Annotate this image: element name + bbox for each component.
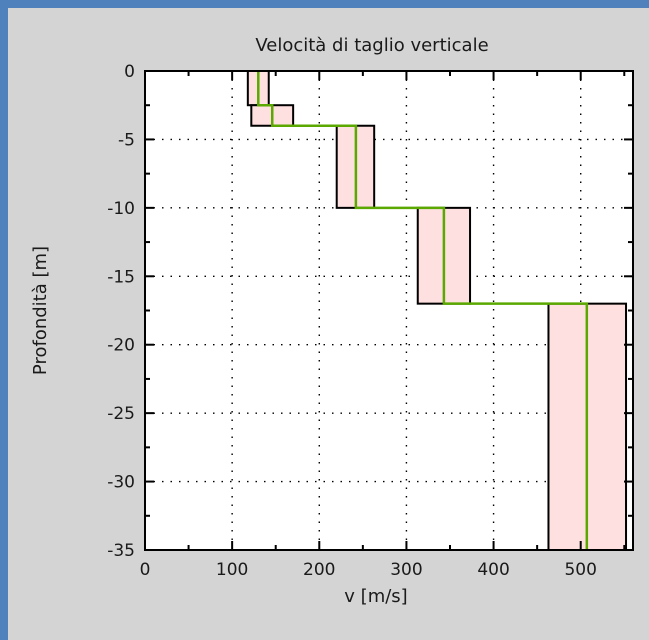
- velocity-profile-chart: 0 100 200 300 400 500 0 -5 -10 -15 -20 -25 -30 -35 Ve…: [30, 35, 634, 607]
- y-tick-label: -15: [107, 267, 135, 287]
- x-tick-label: 400: [477, 560, 509, 580]
- mean-velocity-line: [257, 71, 589, 550]
- y-tick-label: 0: [124, 62, 135, 82]
- axis-ticks: 0 100 200 300 400 500 0 -5 -10 -15 -20 -25 -30 -35: [107, 62, 633, 580]
- y-tick-label: -25: [107, 404, 135, 424]
- x-tick-label: 0: [140, 560, 151, 580]
- y-tick-label: -20: [107, 336, 135, 356]
- x-tick-label: 200: [303, 560, 335, 580]
- x-tick-label: 100: [216, 560, 248, 580]
- y-tick-label: -10: [107, 199, 135, 219]
- y-axis-title: Profondità [m]: [30, 246, 51, 375]
- chart-frame: 0 100 200 300 400 500 0 -5 -10 -15 -20 -25 -30 -35 Ve…: [8, 8, 649, 640]
- chart-title: Velocità di taglio verticale: [255, 35, 488, 56]
- y-tick-label: -30: [107, 473, 135, 493]
- x-tick-label: 300: [390, 560, 422, 580]
- y-tick-label: -35: [107, 541, 135, 561]
- x-axis-title: v [m/s]: [344, 586, 407, 607]
- x-tick-label: 500: [564, 560, 596, 580]
- mean-velocity-path: [257, 71, 589, 550]
- y-tick-label: -5: [118, 130, 135, 150]
